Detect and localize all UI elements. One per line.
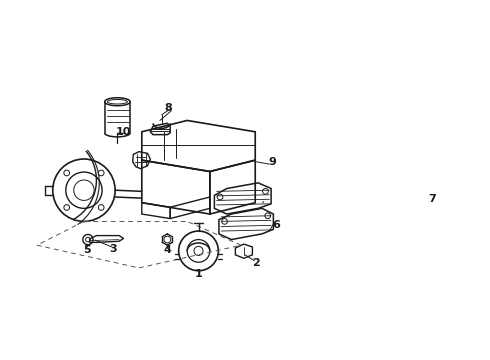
Text: 8: 8: [164, 103, 172, 113]
Text: 4: 4: [163, 245, 171, 255]
Text: 7: 7: [428, 194, 436, 204]
Text: 9: 9: [269, 157, 276, 167]
Text: 6: 6: [272, 220, 280, 230]
Text: 10: 10: [116, 127, 131, 137]
Text: 2: 2: [252, 258, 260, 268]
Text: 1: 1: [195, 269, 202, 279]
Text: 3: 3: [110, 244, 117, 254]
Text: 5: 5: [83, 245, 91, 255]
